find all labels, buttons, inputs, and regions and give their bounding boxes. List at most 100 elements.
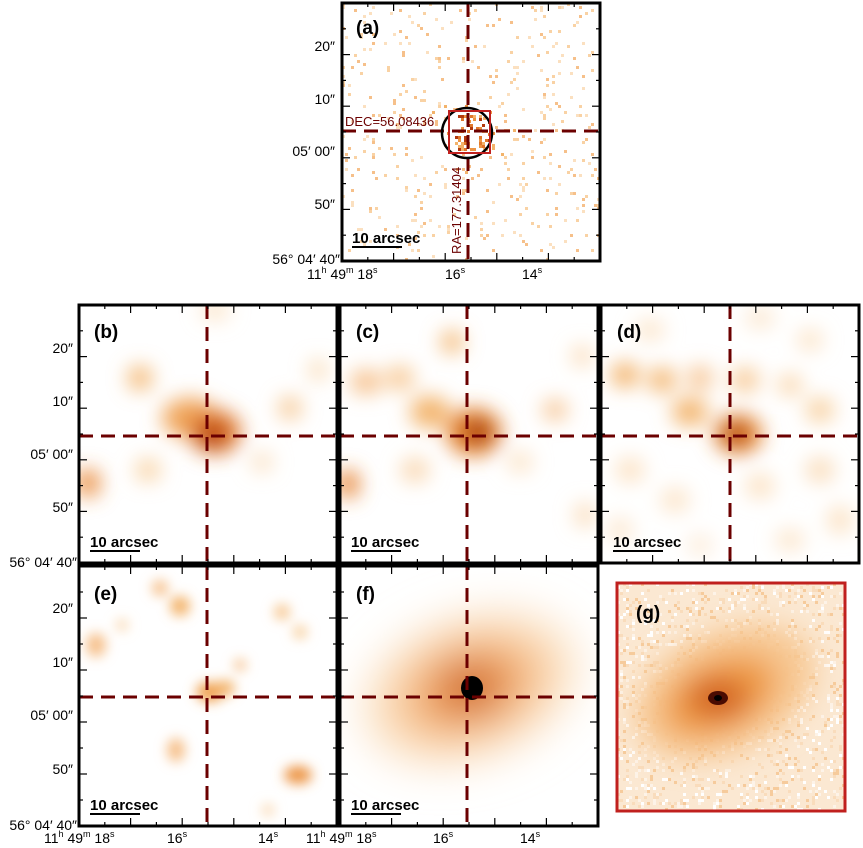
noise-pixel: [623, 664, 626, 667]
noise-pixel: [441, 27, 444, 30]
noise-pixel: [695, 784, 698, 787]
noise-pixel: [833, 760, 836, 763]
noise-pixel: [788, 796, 791, 799]
noise-pixel: [764, 598, 767, 601]
noise-pixel: [417, 249, 420, 252]
noise-pixel: [623, 748, 626, 751]
noise-pixel: [656, 766, 659, 769]
y-tick-label: 05′ 00″: [292, 143, 335, 159]
noise-pixel: [372, 141, 375, 144]
noise-pixel: [420, 99, 423, 102]
noise-pixel: [629, 652, 632, 655]
noise-pixel: [357, 228, 360, 231]
noise-pixel: [432, 111, 435, 114]
noise-pixel: [635, 646, 638, 649]
noise-pixel: [836, 688, 839, 691]
noise-pixel: [561, 120, 564, 123]
noise-pixel: [731, 592, 734, 595]
noise-pixel: [537, 225, 540, 228]
noise-pixel: [540, 6, 543, 9]
noise-pixel: [662, 622, 665, 625]
noise-pixel: [821, 595, 824, 598]
noise-pixel: [827, 727, 830, 730]
noise-pixel: [674, 643, 677, 646]
noise-pixel: [492, 201, 495, 204]
noise-pixel: [540, 69, 543, 72]
noise-pixel: [839, 766, 842, 769]
noise-pixel: [632, 601, 635, 604]
noise-pixel: [510, 21, 513, 24]
noise-pixel: [369, 48, 372, 51]
noise-pixel: [755, 787, 758, 790]
noise-pixel: [513, 138, 516, 141]
noise-pixel: [641, 643, 644, 646]
noise-pixel: [501, 234, 504, 237]
noise-pixel: [800, 778, 803, 781]
noise-pixel: [626, 685, 629, 688]
noise-pixel: [479, 127, 482, 130]
noise-pixel: [576, 66, 579, 69]
noise-pixel: [803, 733, 806, 736]
noise-pixel: [638, 601, 641, 604]
noise-pixel: [812, 694, 815, 697]
noise-pixel: [824, 631, 827, 634]
noise-pixel: [701, 799, 704, 802]
noise-pixel: [830, 745, 833, 748]
noise-pixel: [734, 619, 737, 622]
noise-pixel: [579, 15, 582, 18]
noise-pixel: [815, 763, 818, 766]
noise-pixel: [824, 757, 827, 760]
noise-pixel: [752, 784, 755, 787]
noise-pixel: [719, 793, 722, 796]
noise-pixel: [812, 619, 815, 622]
noise-pixel: [650, 778, 653, 781]
noise-pixel: [420, 201, 423, 204]
noise-pixel: [632, 736, 635, 739]
noise-pixel: [638, 646, 641, 649]
noise-pixel: [683, 781, 686, 784]
noise-pixel: [653, 640, 656, 643]
noise-pixel: [839, 622, 842, 625]
noise-pixel: [827, 796, 830, 799]
noise-pixel: [591, 174, 594, 177]
noise-pixel: [635, 655, 638, 658]
noise-pixel: [513, 231, 516, 234]
noise-pixel: [752, 757, 755, 760]
noise-pixel: [647, 604, 650, 607]
noise-pixel: [683, 784, 686, 787]
noise-pixel: [683, 766, 686, 769]
noise-pixel: [674, 592, 677, 595]
noise-pixel: [764, 787, 767, 790]
noise-pixel: [372, 138, 375, 141]
noise-pixel: [827, 637, 830, 640]
noise-pixel: [785, 799, 788, 802]
noise-pixel: [423, 234, 426, 237]
noise-pixel: [749, 799, 752, 802]
noise-pixel: [821, 586, 824, 589]
noise-pixel: [821, 763, 824, 766]
noise-pixel: [716, 799, 719, 802]
noise-pixel: [830, 586, 833, 589]
noise-pixel: [558, 60, 561, 63]
noise-pixel: [372, 6, 375, 9]
noise-pixel: [839, 607, 842, 610]
noise-pixel: [543, 36, 546, 39]
noise-pixel: [632, 715, 635, 718]
noise-pixel: [647, 790, 650, 793]
noise-pixel: [788, 589, 791, 592]
noise-pixel: [588, 54, 591, 57]
y-tick-label: 20″: [314, 38, 335, 54]
noise-pixel: [351, 204, 354, 207]
noise-pixel: [653, 646, 656, 649]
noise-pixel: [836, 628, 839, 631]
noise-pixel: [680, 772, 683, 775]
noise-pixel: [620, 661, 623, 664]
noise-pixel: [467, 130, 470, 133]
noise-pixel: [390, 147, 393, 150]
noise-pixel: [764, 796, 767, 799]
noise-pixel: [585, 138, 588, 141]
noise-pixel: [369, 210, 372, 213]
noise-pixel: [420, 225, 423, 228]
noise-pixel: [555, 42, 558, 45]
noise-pixel: [821, 607, 824, 610]
